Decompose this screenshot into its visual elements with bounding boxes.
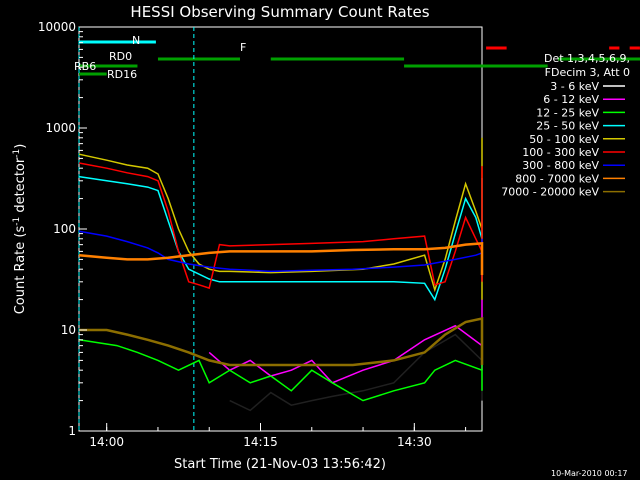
y-axis-label-mid: detector (13, 157, 28, 217)
flag-label-flare: F (240, 41, 246, 54)
x-tick-label: 14:00 (89, 435, 124, 449)
x-tick-label: 14:15 (243, 435, 278, 449)
x-axis: 14:00 14:15 14:30 (89, 423, 467, 449)
series-line-6 (78, 162, 483, 290)
flag-label-night: N (132, 34, 140, 47)
legend-label: 800 - 7000 keV (515, 172, 599, 185)
flag-bars (79, 40, 640, 76)
series-line-3 (78, 330, 483, 402)
legend: Det 1,3,4,5,6,9,FDecim 3, Att 03 - 6 keV… (501, 52, 630, 199)
series-line-8 (78, 242, 484, 275)
y-tick-label: 10000 (38, 20, 76, 34)
y-axis-label-sup2: -1 (12, 149, 22, 158)
x-axis-label: Start Time (21-Nov-03 13:56:42) (174, 457, 386, 472)
y-axis-label-main: Count Rate (s (13, 226, 28, 315)
flag-label-rb6: RB6 (74, 60, 96, 73)
legend-label: 3 - 6 keV (550, 80, 599, 93)
y-tick-label: 100 (53, 222, 76, 236)
y-axis-label: Count Rate (s-1 detector-1) (12, 144, 28, 315)
legend-label: 300 - 800 keV (522, 159, 599, 172)
y-axis-label-sup1: -1 (12, 217, 22, 226)
legend-title: FDecim 3, Att 0 (545, 66, 630, 79)
data-series (78, 137, 484, 412)
legend-title: Det 1,3,4,5,6,9, (544, 52, 630, 65)
y-tick-label: 10 (61, 323, 76, 337)
legend-label: 12 - 25 keV (536, 106, 599, 119)
timestamp: 10-Mar-2010 00:17 (551, 469, 628, 478)
series-line-9 (79, 316, 484, 367)
legend-label: 25 - 50 keV (536, 120, 599, 133)
legend-label: 100 - 300 keV (522, 146, 599, 159)
legend-label: 50 - 100 keV (529, 133, 599, 146)
flag-label-rd0: RD0 (109, 50, 132, 63)
chart-title: HESSI Observing Summary Count Rates (130, 3, 429, 21)
y-tick-label: 1 (68, 424, 76, 438)
y-axis-label-end: ) (13, 144, 28, 149)
x-tick-label: 14:30 (397, 435, 432, 449)
legend-label: 7000 - 20000 keV (501, 186, 599, 199)
y-tick-label: 1000 (45, 121, 76, 135)
legend-label: 6 - 12 keV (543, 93, 599, 106)
y-axis: 1 10 100 1000 10000 (38, 20, 87, 438)
flag-label-rd16: RD16 (107, 68, 137, 81)
